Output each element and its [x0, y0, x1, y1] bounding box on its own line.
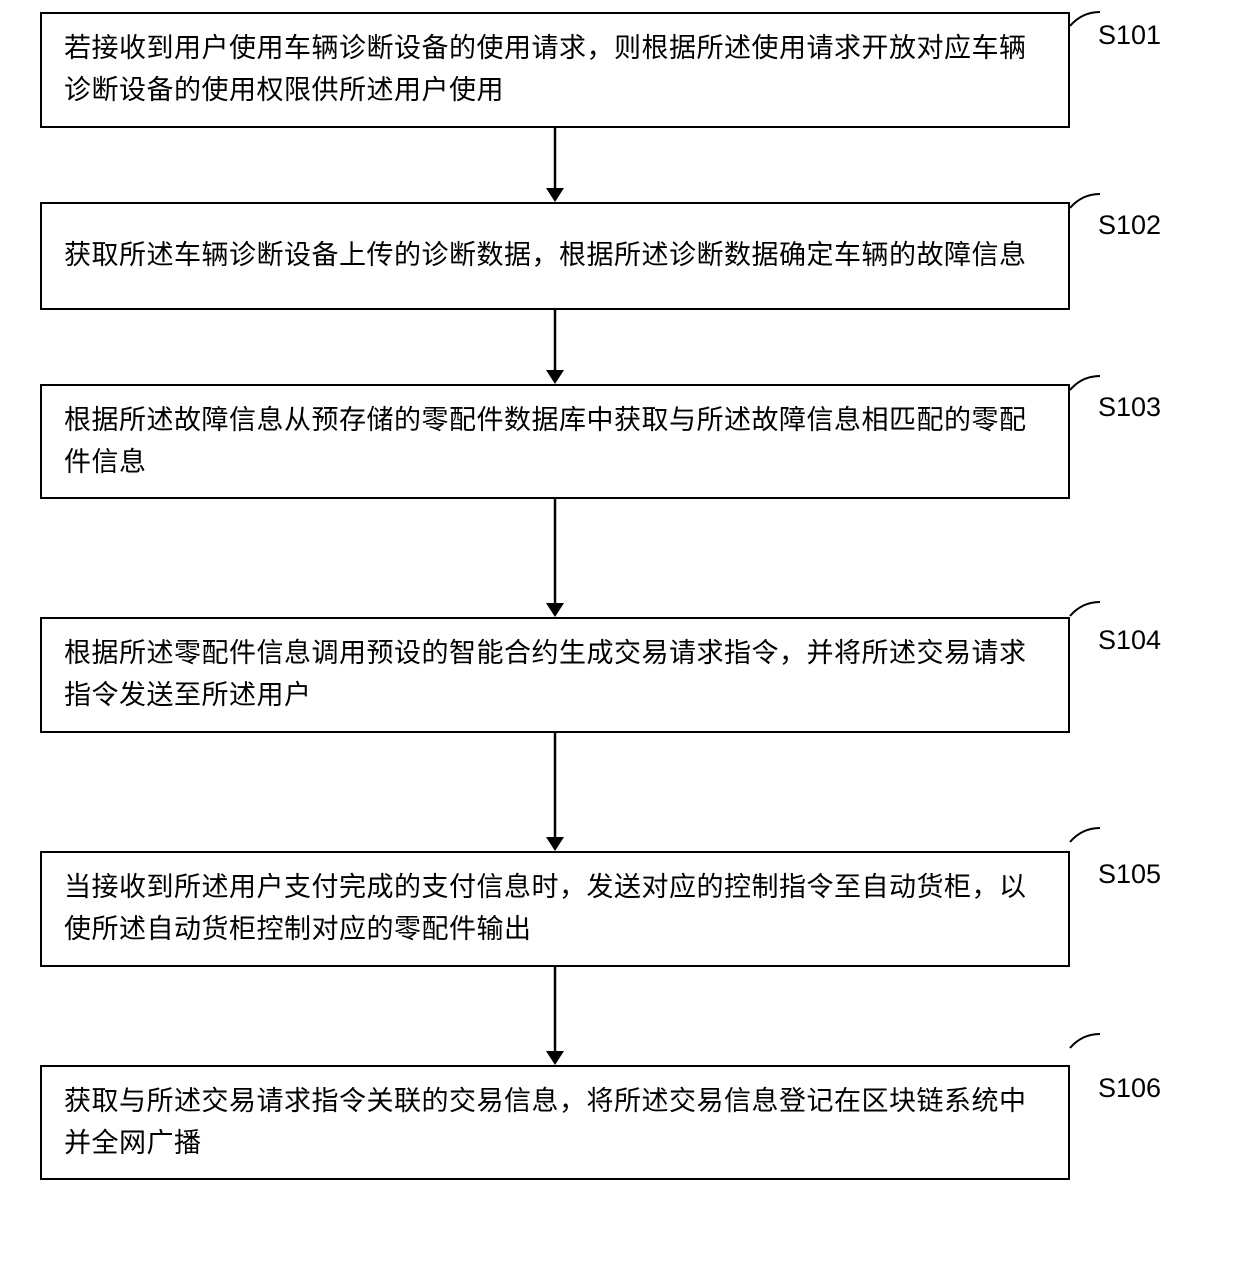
- step-row-S103: 根据所述故障信息从预存储的零配件数据库中获取与所述故障信息相匹配的零配件信息 S1…: [40, 384, 1200, 500]
- flow-arrow: [535, 499, 575, 617]
- step-label-S101: S101: [1098, 20, 1161, 51]
- flow-arrow: [535, 310, 575, 384]
- flowchart-container: 若接收到用户使用车辆诊断设备的使用请求，则根据所述使用请求开放对应车辆诊断设备的…: [40, 12, 1200, 1180]
- flow-arrow: [535, 733, 575, 851]
- label-connector: [1068, 1028, 1108, 1058]
- connector-wrap: [40, 733, 1070, 851]
- connector-wrap: [40, 310, 1070, 384]
- step-box-S106: 获取与所述交易请求指令关联的交易信息，将所述交易信息登记在区块链系统中并全网广播: [40, 1065, 1070, 1181]
- step-row-S102: 获取所述车辆诊断设备上传的诊断数据，根据所述诊断数据确定车辆的故障信息 S102: [40, 202, 1200, 310]
- step-row-S101: 若接收到用户使用车辆诊断设备的使用请求，则根据所述使用请求开放对应车辆诊断设备的…: [40, 12, 1200, 128]
- step-row-S105: 当接收到所述用户支付完成的支付信息时，发送对应的控制指令至自动货柜，以使所述自动…: [40, 851, 1200, 967]
- label-connector: [1068, 822, 1108, 852]
- step-row-S106: 获取与所述交易请求指令关联的交易信息，将所述交易信息登记在区块链系统中并全网广播…: [40, 1065, 1200, 1181]
- step-label-S102: S102: [1098, 210, 1161, 241]
- step-row-S104: 根据所述零配件信息调用预设的智能合约生成交易请求指令，并将所述交易请求指令发送至…: [40, 617, 1200, 733]
- step-label-S104: S104: [1098, 625, 1161, 656]
- step-text: 根据所述故障信息从预存储的零配件数据库中获取与所述故障信息相匹配的零配件信息: [64, 400, 1046, 484]
- step-box-S101: 若接收到用户使用车辆诊断设备的使用请求，则根据所述使用请求开放对应车辆诊断设备的…: [40, 12, 1070, 128]
- flow-arrow: [535, 128, 575, 202]
- connector-wrap: [40, 499, 1070, 617]
- connector-wrap: [40, 967, 1070, 1065]
- step-label-S103: S103: [1098, 392, 1161, 423]
- step-text: 根据所述零配件信息调用预设的智能合约生成交易请求指令，并将所述交易请求指令发送至…: [64, 633, 1046, 717]
- connector-wrap: [40, 128, 1070, 202]
- step-text: 获取与所述交易请求指令关联的交易信息，将所述交易信息登记在区块链系统中并全网广播: [64, 1081, 1046, 1165]
- step-box-S103: 根据所述故障信息从预存储的零配件数据库中获取与所述故障信息相匹配的零配件信息: [40, 384, 1070, 500]
- step-box-S104: 根据所述零配件信息调用预设的智能合约生成交易请求指令，并将所述交易请求指令发送至…: [40, 617, 1070, 733]
- step-box-S102: 获取所述车辆诊断设备上传的诊断数据，根据所述诊断数据确定车辆的故障信息: [40, 202, 1070, 310]
- step-text: 当接收到所述用户支付完成的支付信息时，发送对应的控制指令至自动货柜，以使所述自动…: [64, 867, 1046, 951]
- step-box-S105: 当接收到所述用户支付完成的支付信息时，发送对应的控制指令至自动货柜，以使所述自动…: [40, 851, 1070, 967]
- step-text: 获取所述车辆诊断设备上传的诊断数据，根据所述诊断数据确定车辆的故障信息: [64, 235, 1027, 277]
- step-text: 若接收到用户使用车辆诊断设备的使用请求，则根据所述使用请求开放对应车辆诊断设备的…: [64, 28, 1046, 112]
- step-label-S106: S106: [1098, 1073, 1161, 1104]
- flow-arrow: [535, 967, 575, 1065]
- step-label-S105: S105: [1098, 859, 1161, 890]
